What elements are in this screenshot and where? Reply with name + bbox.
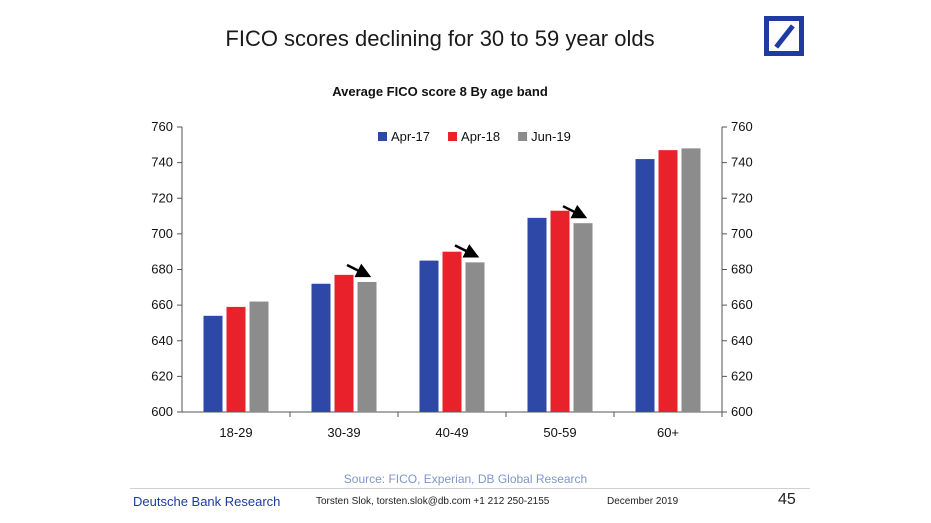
chart-title: Average FICO score 8 By age band	[332, 84, 548, 99]
y-tick-label-right: 680	[731, 262, 753, 277]
decline-arrow	[346, 263, 372, 278]
bar-Jun-19-30-39	[357, 281, 377, 412]
legend-label: Apr-18	[461, 129, 500, 144]
bar-Jun-19-60+	[681, 148, 701, 412]
bar-Jun-19-50-59	[573, 223, 593, 412]
page-number: 45	[778, 491, 796, 508]
y-tick-label-left: 760	[151, 119, 173, 134]
bar-Apr-17-60+	[635, 159, 655, 412]
footer-brand: Deutsche Bank Research	[133, 494, 281, 509]
bar-Jun-19-18-29	[249, 301, 269, 412]
legend-swatch-Apr-17	[378, 132, 387, 141]
bar-Apr-18-40-49	[442, 251, 462, 412]
bar-Jun-19-40-49	[465, 262, 485, 412]
legend-label: Jun-19	[531, 129, 571, 144]
x-tick-label: 60+	[657, 425, 679, 440]
y-tick-label-right: 600	[731, 404, 753, 419]
y-tick-label-right: 740	[731, 155, 753, 170]
decline-arrow	[454, 244, 480, 258]
legend-label: Apr-17	[391, 129, 430, 144]
footer-contact: Torsten Slok, torsten.slok@db.com +1 212…	[316, 496, 550, 507]
y-tick-label-left: 620	[151, 368, 173, 383]
y-tick-label-right: 620	[731, 368, 753, 383]
y-tick-label-left: 600	[151, 404, 173, 419]
y-tick-label-left: 740	[151, 155, 173, 170]
x-tick-label: 30-39	[327, 425, 360, 440]
bar-chart: 600 600 620 620 640 640 660 660 680 680 700 700 720 7…	[151, 119, 753, 440]
y-tick-label-left: 700	[151, 226, 173, 241]
y-tick-label-left: 660	[151, 297, 173, 312]
source-note: Source: FICO, Experian, DB Global Resear…	[343, 472, 588, 486]
x-tick-label: 40-49	[435, 425, 468, 440]
y-tick-label-right: 760	[731, 119, 753, 134]
bar-Apr-18-60+	[658, 150, 678, 412]
y-tick-label-right: 720	[731, 190, 753, 205]
legend-swatch-Apr-18	[448, 132, 458, 141]
y-tick-label-left: 720	[151, 190, 173, 205]
footer-date: December 2019	[607, 496, 679, 507]
x-tick-label: 18-29	[219, 425, 252, 440]
bar-Apr-17-40-49	[419, 260, 439, 412]
bar-Apr-18-18-29	[226, 306, 246, 412]
bar-Apr-17-30-39	[311, 283, 331, 412]
bar-Apr-17-18-29	[203, 315, 223, 412]
deutsche-bank-logo	[764, 16, 804, 56]
y-tick-label-left: 680	[151, 262, 173, 277]
y-tick-label-right: 660	[731, 297, 753, 312]
footer-divider	[130, 488, 810, 489]
bar-Apr-18-50-59	[550, 210, 570, 412]
bar-Apr-18-30-39	[334, 274, 354, 412]
decline-arrow	[562, 204, 588, 219]
y-tick-label-right: 640	[731, 333, 753, 348]
slide-title: FICO scores declining for 30 to 59 year …	[225, 26, 655, 51]
bar-Apr-17-50-59	[527, 217, 547, 412]
y-tick-label-right: 700	[731, 226, 753, 241]
y-tick-label-left: 640	[151, 333, 173, 348]
legend-swatch-Jun-19	[518, 132, 528, 141]
x-tick-label: 50-59	[543, 425, 576, 440]
